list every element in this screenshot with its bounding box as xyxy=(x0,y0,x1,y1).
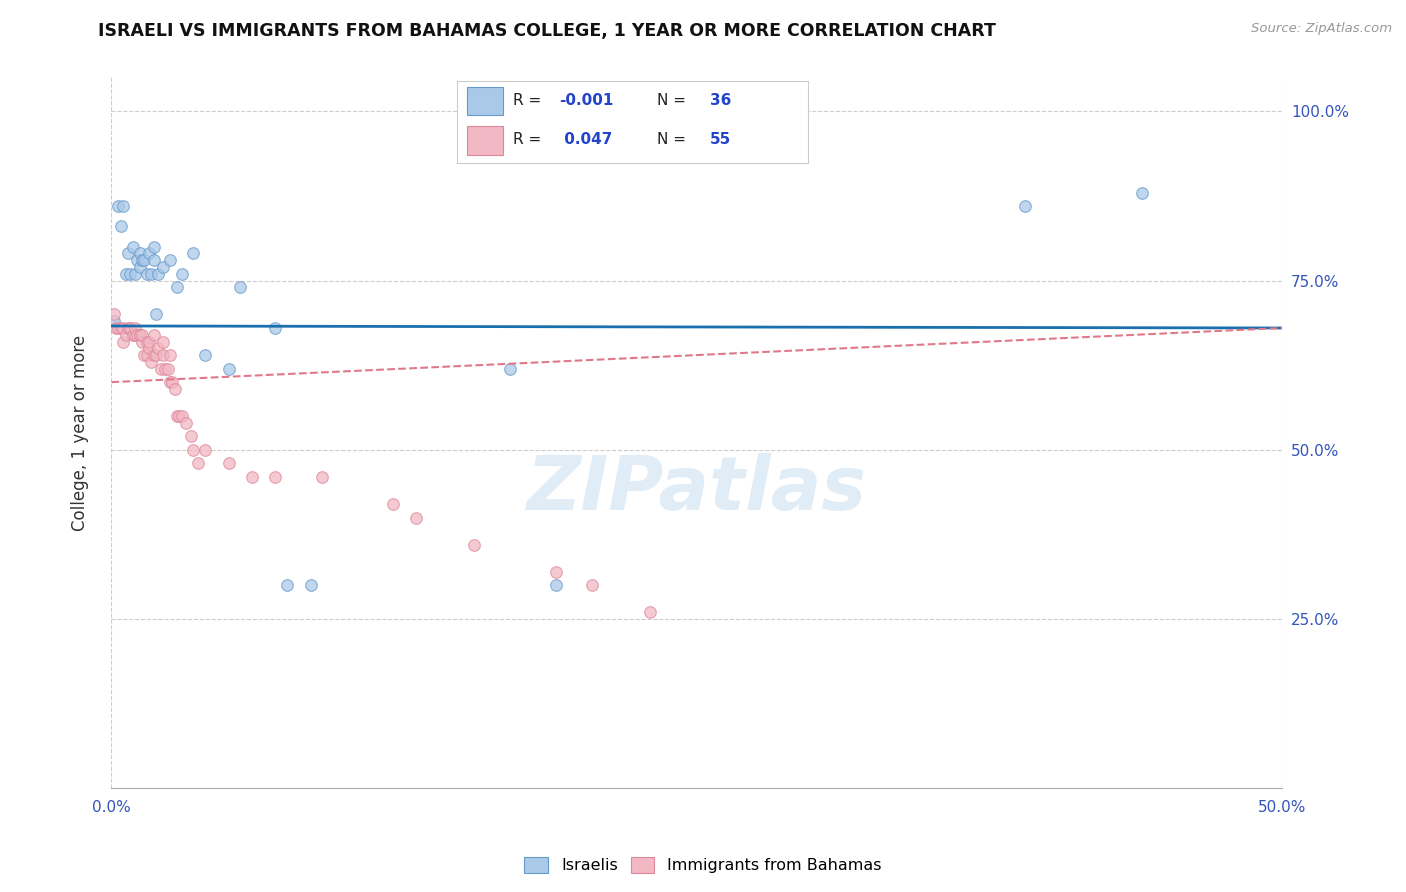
Point xyxy=(581,578,603,592)
Point xyxy=(218,457,240,471)
Point xyxy=(194,348,217,362)
Point xyxy=(112,199,135,213)
Point xyxy=(152,348,174,362)
Point xyxy=(107,321,129,335)
Point xyxy=(124,321,146,335)
Point xyxy=(156,361,179,376)
Point xyxy=(110,321,132,335)
Point xyxy=(162,375,184,389)
Point xyxy=(463,538,485,552)
Point xyxy=(311,470,333,484)
Point xyxy=(170,267,193,281)
Point xyxy=(381,497,404,511)
Point xyxy=(194,442,217,457)
Point xyxy=(124,327,146,342)
Point xyxy=(159,348,181,362)
Point xyxy=(142,240,165,254)
Point xyxy=(135,267,157,281)
Text: Source: ZipAtlas.com: Source: ZipAtlas.com xyxy=(1251,22,1392,36)
Point xyxy=(120,321,142,335)
Point xyxy=(229,280,252,294)
Point xyxy=(105,321,128,335)
Y-axis label: College, 1 year or more: College, 1 year or more xyxy=(72,334,89,531)
Point xyxy=(163,382,186,396)
Point xyxy=(134,253,156,268)
Point xyxy=(169,409,191,423)
Point xyxy=(131,334,153,349)
Point xyxy=(142,348,165,362)
Point xyxy=(180,429,202,443)
Point xyxy=(264,470,287,484)
Point xyxy=(276,578,298,592)
Point xyxy=(159,375,181,389)
Point xyxy=(138,341,160,355)
Point xyxy=(127,327,149,342)
Point xyxy=(128,327,150,342)
Point xyxy=(120,267,142,281)
Point xyxy=(112,334,135,349)
Point xyxy=(142,327,165,342)
Point xyxy=(405,510,427,524)
Point xyxy=(149,361,172,376)
Point xyxy=(546,565,568,579)
Point xyxy=(148,267,170,281)
Point xyxy=(121,327,143,342)
Point xyxy=(176,416,198,430)
Point xyxy=(127,253,149,268)
Point xyxy=(638,606,661,620)
Point xyxy=(128,327,150,342)
Point xyxy=(103,308,125,322)
Point xyxy=(546,578,568,592)
Point xyxy=(117,321,139,335)
Point xyxy=(134,348,156,362)
Point xyxy=(152,334,174,349)
Text: ZIPatlas: ZIPatlas xyxy=(527,453,868,526)
Point xyxy=(155,361,177,376)
Point xyxy=(128,246,150,260)
Point xyxy=(135,348,157,362)
Point xyxy=(264,321,287,335)
Point xyxy=(299,578,322,592)
Point xyxy=(187,457,209,471)
Point xyxy=(117,246,139,260)
Point xyxy=(148,341,170,355)
Point xyxy=(142,253,165,268)
Point xyxy=(166,409,188,423)
Point xyxy=(159,253,181,268)
Point xyxy=(114,267,136,281)
Point xyxy=(138,246,160,260)
Point xyxy=(498,361,520,376)
Point xyxy=(1130,186,1153,200)
Point xyxy=(141,267,163,281)
Point xyxy=(128,260,150,274)
Point xyxy=(183,246,205,260)
Point xyxy=(170,409,193,423)
Point xyxy=(131,253,153,268)
Point xyxy=(135,334,157,349)
Point xyxy=(240,470,263,484)
Point xyxy=(218,361,240,376)
Point xyxy=(120,321,142,335)
Point xyxy=(103,314,125,328)
Point xyxy=(145,308,167,322)
Point xyxy=(141,355,163,369)
Point xyxy=(124,267,146,281)
Point xyxy=(152,260,174,274)
Point xyxy=(112,321,135,335)
Point xyxy=(166,280,188,294)
Point xyxy=(145,348,167,362)
Point xyxy=(138,334,160,349)
Point xyxy=(107,199,129,213)
Point xyxy=(183,442,205,457)
Point xyxy=(121,240,143,254)
Point xyxy=(1014,199,1036,213)
Point xyxy=(131,327,153,342)
Text: ISRAELI VS IMMIGRANTS FROM BAHAMAS COLLEGE, 1 YEAR OR MORE CORRELATION CHART: ISRAELI VS IMMIGRANTS FROM BAHAMAS COLLE… xyxy=(98,22,997,40)
Point xyxy=(114,327,136,342)
Point xyxy=(110,219,132,234)
Legend: Israelis, Immigrants from Bahamas: Israelis, Immigrants from Bahamas xyxy=(517,850,889,880)
